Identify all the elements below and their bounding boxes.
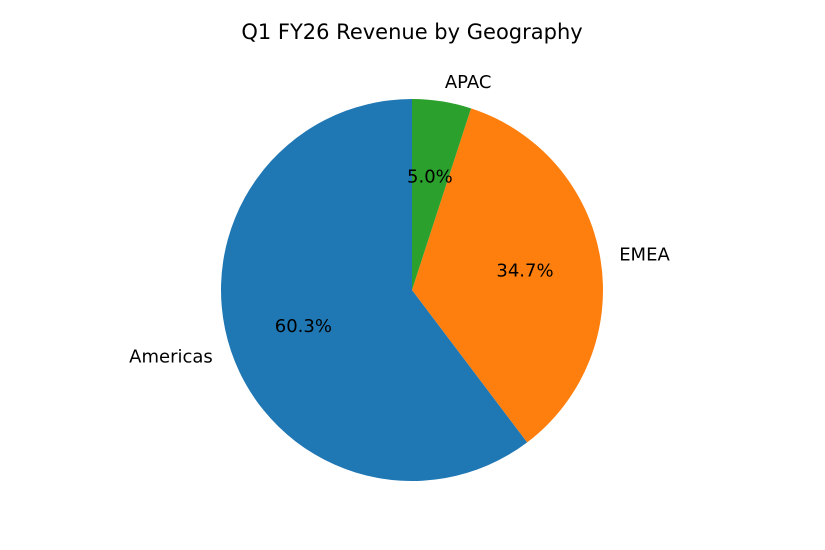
- slice-percent-label: 60.3%: [275, 316, 332, 337]
- pie-slice-apac: [412, 99, 472, 290]
- pie-slice-emea: [412, 108, 603, 443]
- chart-title: Q1 FY26 Revenue by Geography: [241, 20, 582, 44]
- slice-percent-label: 5.0%: [407, 166, 453, 187]
- slice-label: APAC: [445, 72, 492, 93]
- slice-label: EMEA: [619, 245, 670, 266]
- slice-label: Americas: [129, 346, 213, 367]
- pie-slice-americas: [221, 99, 528, 481]
- pie-labels: Americas 60.3% EMEA 34.7% APAC 5.0%: [129, 72, 670, 367]
- pie-slices: [221, 99, 603, 481]
- slice-percent-label: 34.7%: [496, 261, 553, 282]
